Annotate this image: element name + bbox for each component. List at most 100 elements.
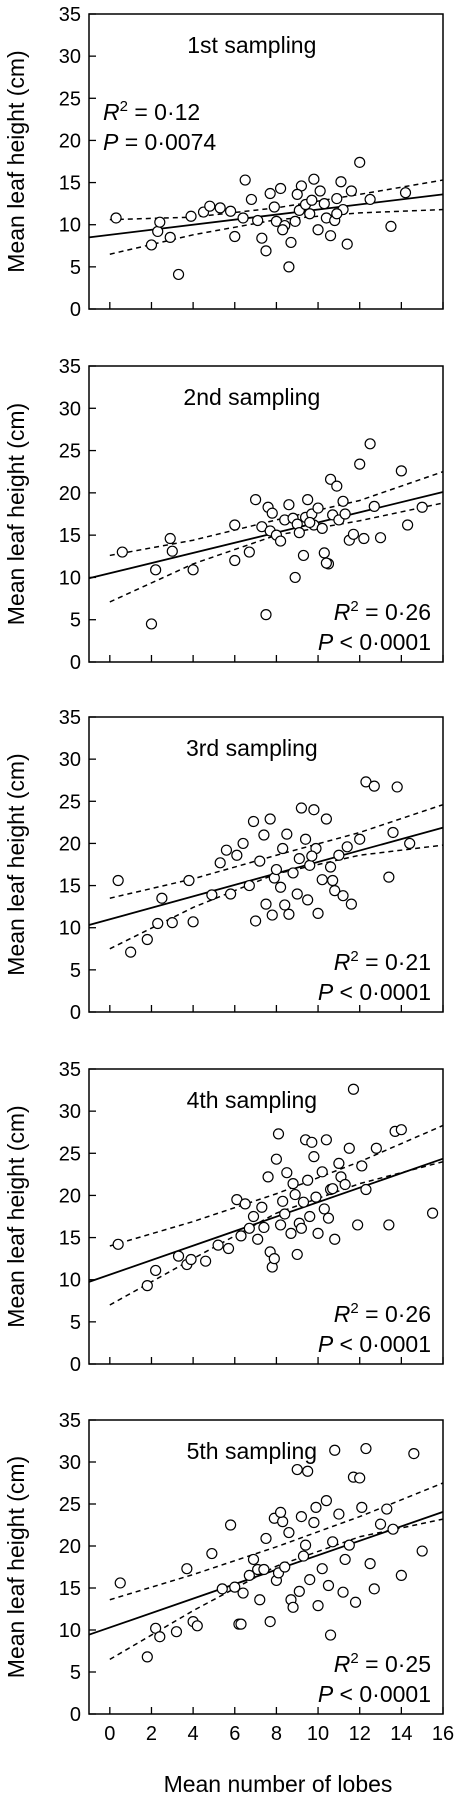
data-point	[266, 909, 278, 921]
data-point	[266, 507, 278, 519]
data-point	[408, 1447, 420, 1460]
data-point	[200, 1255, 212, 1267]
data-point	[116, 546, 128, 558]
data-point	[277, 842, 289, 855]
data-point	[308, 173, 320, 185]
data-point	[274, 535, 287, 547]
y-tick-label: 5	[70, 610, 81, 632]
plot-frame	[88, 13, 444, 310]
data-point	[297, 1550, 310, 1562]
data-point	[225, 888, 237, 900]
panel-4: 0 5 10 15 20 25 30 35 Mean leaf height (cm) 4th s…	[3, 1059, 444, 1376]
x-tick-label: 4	[188, 1723, 199, 1745]
y-tick-label: 10	[59, 1620, 81, 1642]
data-point	[152, 917, 164, 930]
data-point	[339, 1553, 351, 1566]
data-point	[370, 1142, 382, 1154]
data-point	[395, 465, 407, 477]
data-point	[279, 1208, 291, 1220]
data-point	[150, 564, 162, 576]
data-point	[316, 874, 328, 886]
data-point	[308, 1151, 320, 1163]
y-tick-label: 20	[59, 833, 81, 855]
y-axis-label: Mean leaf height (cm)	[3, 753, 29, 975]
data-point	[252, 214, 264, 227]
data-point	[220, 844, 233, 856]
data-point	[308, 1516, 320, 1529]
data-point	[260, 1532, 272, 1545]
data-point	[383, 1219, 395, 1231]
data-point	[327, 1183, 339, 1195]
panel-3: 0 5 10 15 20 25 30 35 Mean leaf height (cm) 3rd s…	[3, 707, 444, 1024]
data-point	[295, 1510, 307, 1523]
data-point	[281, 828, 293, 840]
data-point	[337, 1586, 349, 1598]
data-point	[358, 532, 370, 545]
data-point	[316, 1166, 328, 1178]
x-tick-label: 0	[104, 1723, 115, 1745]
data-point	[304, 1573, 316, 1586]
data-point	[279, 899, 291, 911]
data-point	[279, 1561, 291, 1573]
data-point	[172, 268, 185, 281]
data-point	[306, 194, 318, 206]
data-point	[243, 546, 255, 558]
p-value-label: P < 0·0001	[318, 629, 431, 655]
data-point	[283, 261, 295, 273]
data-point	[289, 215, 301, 227]
ci-upper-line	[109, 803, 444, 899]
data-point	[352, 1219, 364, 1231]
data-point	[416, 501, 428, 513]
data-point	[270, 1153, 283, 1165]
plot-frame	[88, 1068, 444, 1365]
y-tick-label: 0	[70, 652, 81, 674]
data-point	[293, 852, 305, 865]
data-point	[347, 528, 360, 540]
panel-title: 1st sampling	[187, 32, 316, 58]
data-point	[277, 1195, 289, 1207]
p-value-label: P < 0·0001	[318, 979, 431, 1005]
y-tick-label: 10	[59, 1270, 81, 1292]
y-tick-label: 35	[59, 1059, 81, 1081]
data-point	[285, 236, 297, 249]
y-tick-label: 30	[59, 398, 81, 420]
panel-title: 5th sampling	[187, 1438, 317, 1464]
data-point	[214, 202, 226, 214]
data-point	[364, 438, 376, 450]
y-tick-label: 15	[59, 173, 81, 195]
data-point	[141, 933, 153, 946]
data-point	[295, 802, 307, 814]
data-point	[185, 1253, 197, 1266]
y-tick-label: 25	[59, 1143, 81, 1165]
x-tick-label: 16	[432, 1723, 454, 1745]
panel-title: 3rd sampling	[186, 735, 318, 761]
data-point	[183, 874, 195, 887]
data-point	[426, 1207, 439, 1219]
data-point	[374, 532, 387, 544]
data-point	[229, 519, 241, 531]
y-tick-label: 25	[59, 441, 81, 463]
data-point	[327, 1536, 339, 1548]
data-point	[339, 508, 351, 520]
data-point	[304, 208, 316, 220]
data-point	[249, 494, 262, 506]
data-point	[225, 205, 237, 217]
data-point	[302, 494, 314, 506]
data-point	[385, 220, 397, 232]
r-squared-label: R2 = 0·12	[103, 98, 200, 125]
data-point	[229, 554, 241, 567]
data-point	[231, 849, 243, 861]
data-point	[222, 1242, 235, 1255]
data-point	[381, 1503, 393, 1515]
data-point	[345, 185, 357, 197]
data-point	[110, 212, 122, 224]
data-point	[318, 1203, 330, 1215]
data-point	[258, 1563, 270, 1576]
data-point	[291, 1248, 303, 1261]
data-point	[347, 1083, 360, 1095]
r-squared-label: R2 = 0·25	[334, 1650, 431, 1677]
p-value-label: P < 0·0001	[318, 1681, 431, 1707]
regression-line	[88, 193, 444, 239]
data-point	[283, 908, 295, 920]
